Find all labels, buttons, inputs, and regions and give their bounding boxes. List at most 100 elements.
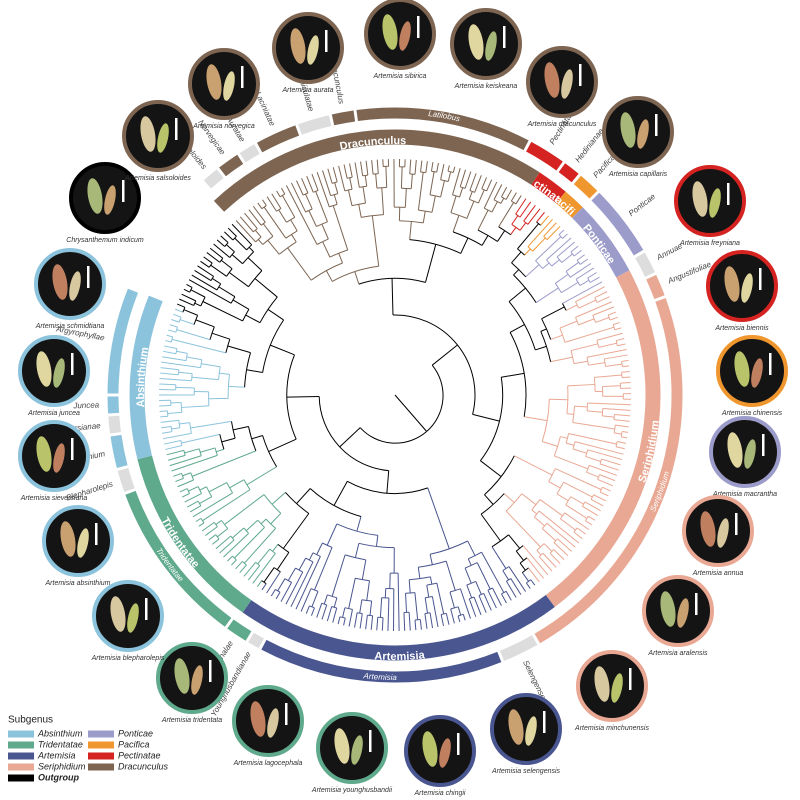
branch (257, 239, 264, 245)
branch (480, 513, 501, 542)
scale-bar (579, 64, 582, 86)
branch (483, 181, 498, 209)
branch (569, 263, 592, 278)
branch (365, 160, 369, 176)
branch (501, 372, 525, 378)
legend-label: Outgroup (38, 772, 79, 782)
branch (332, 205, 349, 251)
branch (173, 313, 182, 318)
species-label: Artemisia biennis (714, 325, 769, 332)
branch (227, 227, 237, 237)
species-photo: Artemisia capillaris (602, 96, 674, 178)
branch (481, 177, 487, 189)
floret (157, 123, 169, 153)
branch (561, 253, 573, 263)
branch (505, 510, 541, 548)
species-label: Artemisia selengensis (491, 768, 561, 775)
branch (376, 617, 379, 631)
species-photo: Artemisia blepharolepis (91, 580, 165, 662)
branch (358, 204, 362, 218)
branch (540, 328, 547, 332)
branch (213, 243, 231, 258)
branch (422, 210, 426, 224)
floret (140, 116, 156, 152)
branch (469, 198, 479, 204)
branch (429, 554, 433, 565)
branch (508, 534, 521, 549)
branch (321, 602, 327, 606)
floret (544, 62, 560, 98)
branch (263, 206, 287, 239)
branch (602, 415, 615, 418)
branch (566, 413, 574, 415)
branch (459, 588, 471, 619)
branch (598, 342, 617, 348)
branch (498, 226, 511, 236)
branch (162, 350, 177, 355)
branch (181, 493, 190, 498)
branch (244, 528, 276, 564)
photo-circle (42, 505, 114, 577)
branch (535, 345, 547, 351)
branch (316, 603, 323, 618)
branch (573, 360, 588, 365)
floret (110, 596, 126, 632)
branch (450, 608, 455, 624)
branch (160, 367, 179, 371)
branch (231, 223, 253, 246)
species-label: Artemisia chingii (414, 790, 466, 797)
branch (177, 303, 186, 308)
branch (546, 237, 572, 261)
branch (553, 549, 565, 560)
branch (586, 465, 590, 473)
branch (166, 449, 184, 456)
photo-circle (122, 100, 194, 172)
branch (493, 199, 502, 204)
species-photo: Artemisia selengensis (490, 693, 562, 775)
branch (565, 261, 579, 272)
branch (202, 489, 251, 522)
clade-band (137, 455, 252, 613)
branch (239, 216, 254, 233)
branch (167, 411, 182, 415)
branch (270, 344, 295, 356)
section-band (219, 154, 244, 177)
branch (232, 555, 237, 561)
photo-circle (232, 685, 304, 757)
branch (209, 247, 224, 259)
legend-swatch (88, 741, 114, 749)
branch (339, 616, 346, 619)
branch (519, 222, 527, 231)
branch (576, 259, 581, 265)
branch (221, 437, 236, 443)
branch (159, 415, 168, 418)
species-photo: Artemisia sibirica (364, 0, 436, 80)
branch (327, 594, 338, 599)
branch (468, 191, 473, 200)
section-band (107, 396, 120, 414)
branch (570, 350, 575, 364)
branch (187, 500, 199, 508)
section-band (256, 125, 300, 153)
branch (431, 195, 436, 213)
species-photo: Artemisia younghusbandii (311, 712, 393, 794)
branch (409, 576, 431, 581)
branch (224, 231, 234, 241)
branch (334, 182, 339, 194)
section-band (526, 141, 563, 171)
species-photo: Artemisia dracunculus (526, 46, 598, 128)
branch (254, 278, 278, 298)
branch (605, 363, 623, 367)
photo-circle (706, 250, 778, 322)
branch (365, 615, 368, 630)
branch (559, 320, 578, 329)
species-label: Artemisia norvegica (192, 123, 255, 130)
branch (193, 315, 199, 325)
branch (464, 567, 472, 584)
branch (466, 200, 475, 219)
branch (191, 376, 219, 381)
branch (212, 278, 221, 285)
branch (231, 559, 237, 566)
branch (184, 493, 202, 503)
branch (300, 588, 312, 612)
